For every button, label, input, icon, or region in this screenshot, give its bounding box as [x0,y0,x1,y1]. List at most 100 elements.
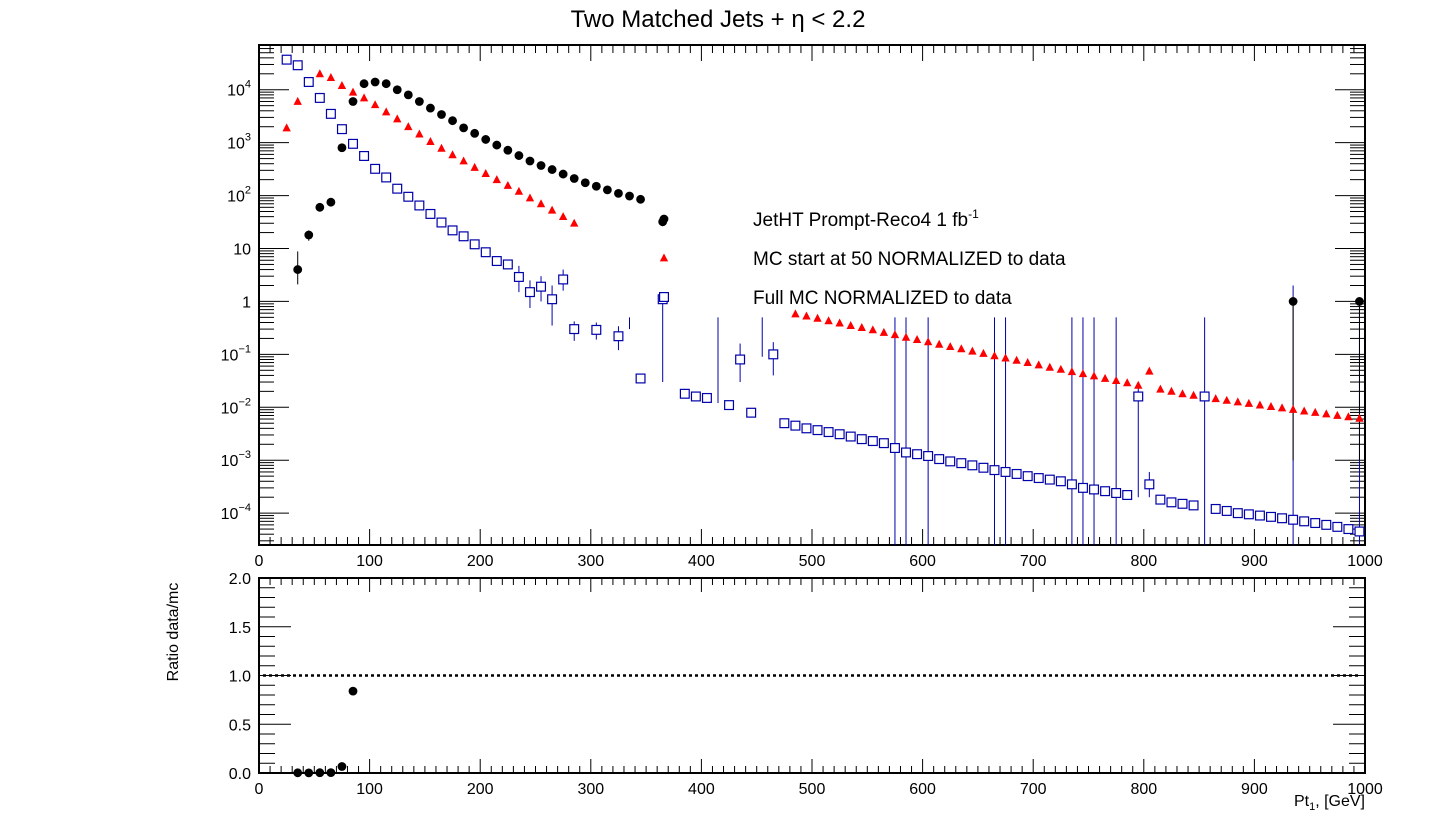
data-point [569,324,580,335]
data-point [724,400,735,411]
y-tick-label: 10−1 [221,343,251,364]
data-point [536,199,546,208]
data-point [525,156,535,166]
data-point [823,427,834,438]
data-point [514,151,524,160]
data-point [348,87,358,96]
y-tick-label: 10−4 [221,502,251,523]
data-point [1044,474,1055,485]
ratio-y-axis-label: Ratio data/mc [165,583,182,682]
data-point [314,92,325,103]
data-point [1166,497,1177,508]
data-point [1178,389,1187,398]
data-point [812,425,823,436]
data-point [946,342,955,351]
legend-label: JetHT Prompt-Reco4 1 fb-1 [753,207,979,231]
data-point [558,274,569,285]
data-point [492,175,501,184]
ratio-point [326,768,336,778]
data-point [835,318,844,327]
data-point [524,287,535,298]
data-point [558,212,568,221]
data-point [834,429,845,440]
data-point [1145,366,1154,375]
data-point [414,200,425,211]
data-point [1266,402,1276,411]
data-point [293,96,302,105]
y-tick-label: 10 [233,242,251,259]
data-point [701,392,712,403]
data-point [1055,476,1066,487]
data-point [426,103,435,113]
data-point [1343,524,1354,535]
data-point [1199,391,1210,402]
x-tick-label: 300 [577,553,604,570]
data-point [923,451,934,462]
data-point [923,337,933,346]
data-point [437,110,446,119]
data-point [337,80,347,89]
data-point [1333,410,1342,419]
data-point [1288,297,1298,306]
ratio-point [315,768,325,778]
data-point [492,140,502,150]
x-tick-label: 600 [909,553,936,570]
data-point [978,462,989,473]
data-point [315,202,325,212]
x-tick-label: 100 [356,781,383,798]
data-point [801,423,812,434]
data-point [912,449,923,460]
data-point [370,77,380,87]
data-point [934,454,945,465]
data-point [414,97,424,106]
data-point [437,143,446,152]
data-point [890,330,900,339]
data-point [348,97,358,106]
legend-marker [659,214,669,224]
data-point [912,335,922,344]
data-point [1255,400,1265,409]
data-point [1210,503,1221,514]
x-tick-label: 600 [909,781,936,798]
data-point [824,316,833,325]
y-tick-label: 10−2 [221,396,251,417]
x-tick-label: 0 [255,553,264,570]
data-point [359,93,369,102]
data-point [502,259,513,270]
data-point [491,256,502,267]
data-point [1034,360,1043,369]
y-tick-label: 1 [242,294,251,311]
data-point [403,90,413,100]
data-point [392,183,403,194]
data-point [359,150,370,161]
data-point [570,218,579,227]
top-data-layer [281,54,1365,545]
data-point [856,434,867,445]
data-point [935,339,944,348]
data-point [1277,403,1287,412]
data-point [392,85,402,95]
y-tick-label: 104 [227,79,251,100]
y-tick-label: 2.0 [229,571,251,588]
data-point [1288,404,1298,413]
data-point [1344,412,1353,421]
data-point [1100,373,1110,382]
data-point [979,348,988,357]
data-point [1089,371,1099,380]
data-point [591,324,602,335]
data-point [513,271,524,282]
data-point [746,407,757,418]
data-point [1033,473,1044,484]
data-point [1321,519,1332,530]
data-point [956,458,967,469]
x-tick-label: 900 [1241,781,1268,798]
data-point [790,420,801,431]
data-point [1078,369,1088,378]
data-point [779,418,790,429]
x-tick-label: 1000 [1347,781,1383,798]
data-point [636,194,645,204]
data-point [381,172,392,183]
data-point [1299,516,1310,527]
data-point [957,344,966,353]
data-point [879,327,889,336]
